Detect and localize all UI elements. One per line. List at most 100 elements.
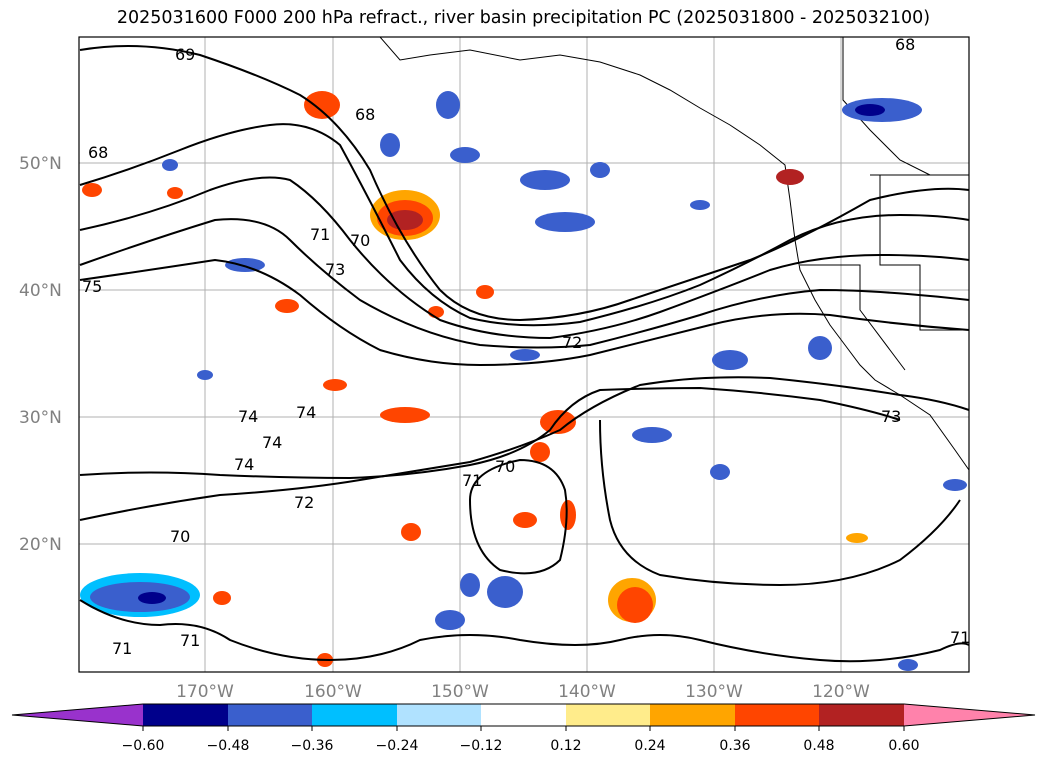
lat-label-20n: 20°N	[19, 535, 62, 555]
lon-label-160w: 160°W	[304, 682, 362, 702]
border-states-1	[879, 175, 969, 331]
lon-label-140w: 140°W	[558, 682, 616, 702]
colorbar-tick-label: 0.48	[803, 738, 834, 754]
lat-label-40n: 40°N	[19, 281, 62, 301]
precip-blob	[197, 370, 213, 380]
colorbar-segment	[735, 704, 819, 726]
precip-blob	[304, 91, 340, 119]
precip-blob	[530, 442, 550, 462]
precip-blob	[387, 210, 423, 230]
contour-line	[79, 176, 970, 340]
precip-blob	[138, 592, 166, 604]
colorbar-extend-high	[904, 704, 1035, 726]
contour-label: 72	[294, 493, 314, 512]
latitude-labels: 50°N 40°N 30°N 20°N	[19, 154, 62, 555]
coastline-north-america	[379, 36, 970, 471]
lat-label-50n: 50°N	[19, 154, 62, 174]
contour-label: 69	[175, 45, 195, 64]
colorbar-tick-label: −0.36	[291, 738, 334, 754]
contour-line	[79, 386, 901, 480]
contour-label: 73	[325, 260, 345, 279]
border-states-2	[800, 264, 906, 371]
precip-blob	[450, 147, 480, 163]
colorbar-tick-label: −0.24	[376, 738, 419, 754]
contour-line	[79, 599, 970, 663]
precip-blob	[380, 407, 430, 423]
contour-line	[79, 218, 970, 349]
colorbar-segment	[650, 704, 735, 726]
precip-blob	[520, 170, 570, 190]
border-alaska	[842, 37, 931, 176]
precip-shading	[80, 91, 967, 671]
precip-blob	[225, 258, 265, 272]
precip-blob	[943, 479, 967, 491]
colorbar-extend-low	[12, 704, 143, 726]
colorbar-tick-label: −0.12	[460, 738, 503, 754]
colorbar-segment	[312, 704, 397, 726]
precip-blob	[540, 410, 576, 434]
contour-label: 71	[462, 471, 482, 490]
coastlines	[379, 36, 970, 471]
precip-blob	[617, 587, 653, 623]
precip-blob	[167, 187, 183, 199]
map-title: 2025031600 F000 200 hPa refract., river …	[116, 8, 931, 28]
precip-blob	[712, 350, 748, 370]
precip-blob	[898, 659, 918, 671]
precip-blob	[590, 162, 610, 178]
precip-blob	[776, 169, 804, 185]
precip-blob	[428, 306, 444, 318]
contour-label: 74	[234, 455, 254, 474]
colorbar: −0.60 −0.48 −0.36 −0.24 −0.12 0.12 0.24 …	[11, 703, 1036, 754]
colorbar-tick-label: 0.24	[634, 738, 665, 754]
colorbar-tick-label: 0.12	[550, 738, 581, 754]
precip-blob	[846, 533, 868, 543]
precip-blob	[632, 427, 672, 443]
contour-label: 72	[562, 333, 582, 352]
contour-label: 73	[881, 407, 901, 426]
lon-label-120w: 120°W	[812, 682, 870, 702]
colorbar-tick-label: −0.48	[207, 738, 250, 754]
colorbar-segment	[397, 704, 481, 726]
precip-blob	[808, 336, 832, 360]
colorbar-segment	[228, 704, 312, 726]
lat-label-30n: 30°N	[19, 408, 62, 428]
precip-blob	[82, 183, 102, 197]
colorbar-tick-label: 0.60	[888, 738, 919, 754]
contour-line	[79, 45, 970, 322]
precip-blob	[560, 500, 576, 530]
contour-label: 74	[296, 403, 316, 422]
precip-blob	[487, 576, 523, 608]
contour-label: 70	[495, 457, 515, 476]
precip-blob	[476, 285, 494, 299]
lon-label-170w: 170°W	[176, 682, 234, 702]
precip-blob	[380, 133, 400, 157]
contour-label: 71	[180, 631, 200, 650]
precip-blob	[535, 212, 595, 232]
precip-blob	[436, 91, 460, 119]
colorbar-segment	[566, 704, 650, 726]
contour-label: 68	[88, 143, 108, 162]
precip-blob	[460, 573, 480, 597]
precip-blob	[401, 523, 421, 541]
contour-line	[79, 376, 970, 521]
contour-label: 70	[170, 527, 190, 546]
precip-blob	[710, 464, 730, 480]
precip-blob	[510, 349, 540, 361]
contour-label: 70	[350, 231, 370, 250]
contour-line	[468, 458, 568, 575]
precip-blob	[690, 200, 710, 210]
contour-label: 71	[112, 639, 132, 658]
longitude-labels: 170°W 160°W 150°W 140°W 130°W 120°W	[176, 682, 870, 702]
graticule	[79, 37, 969, 672]
lon-label-150w: 150°W	[431, 682, 489, 702]
precip-blob	[213, 591, 231, 605]
lon-label-130w: 130°W	[685, 682, 743, 702]
precip-blob	[513, 512, 537, 528]
precip-blob	[435, 610, 465, 630]
contour-label: 68	[355, 105, 375, 124]
contour-label: 71	[950, 628, 970, 647]
precip-blob	[855, 104, 885, 116]
contour-line	[79, 258, 970, 367]
contour-label: 75	[82, 277, 102, 296]
